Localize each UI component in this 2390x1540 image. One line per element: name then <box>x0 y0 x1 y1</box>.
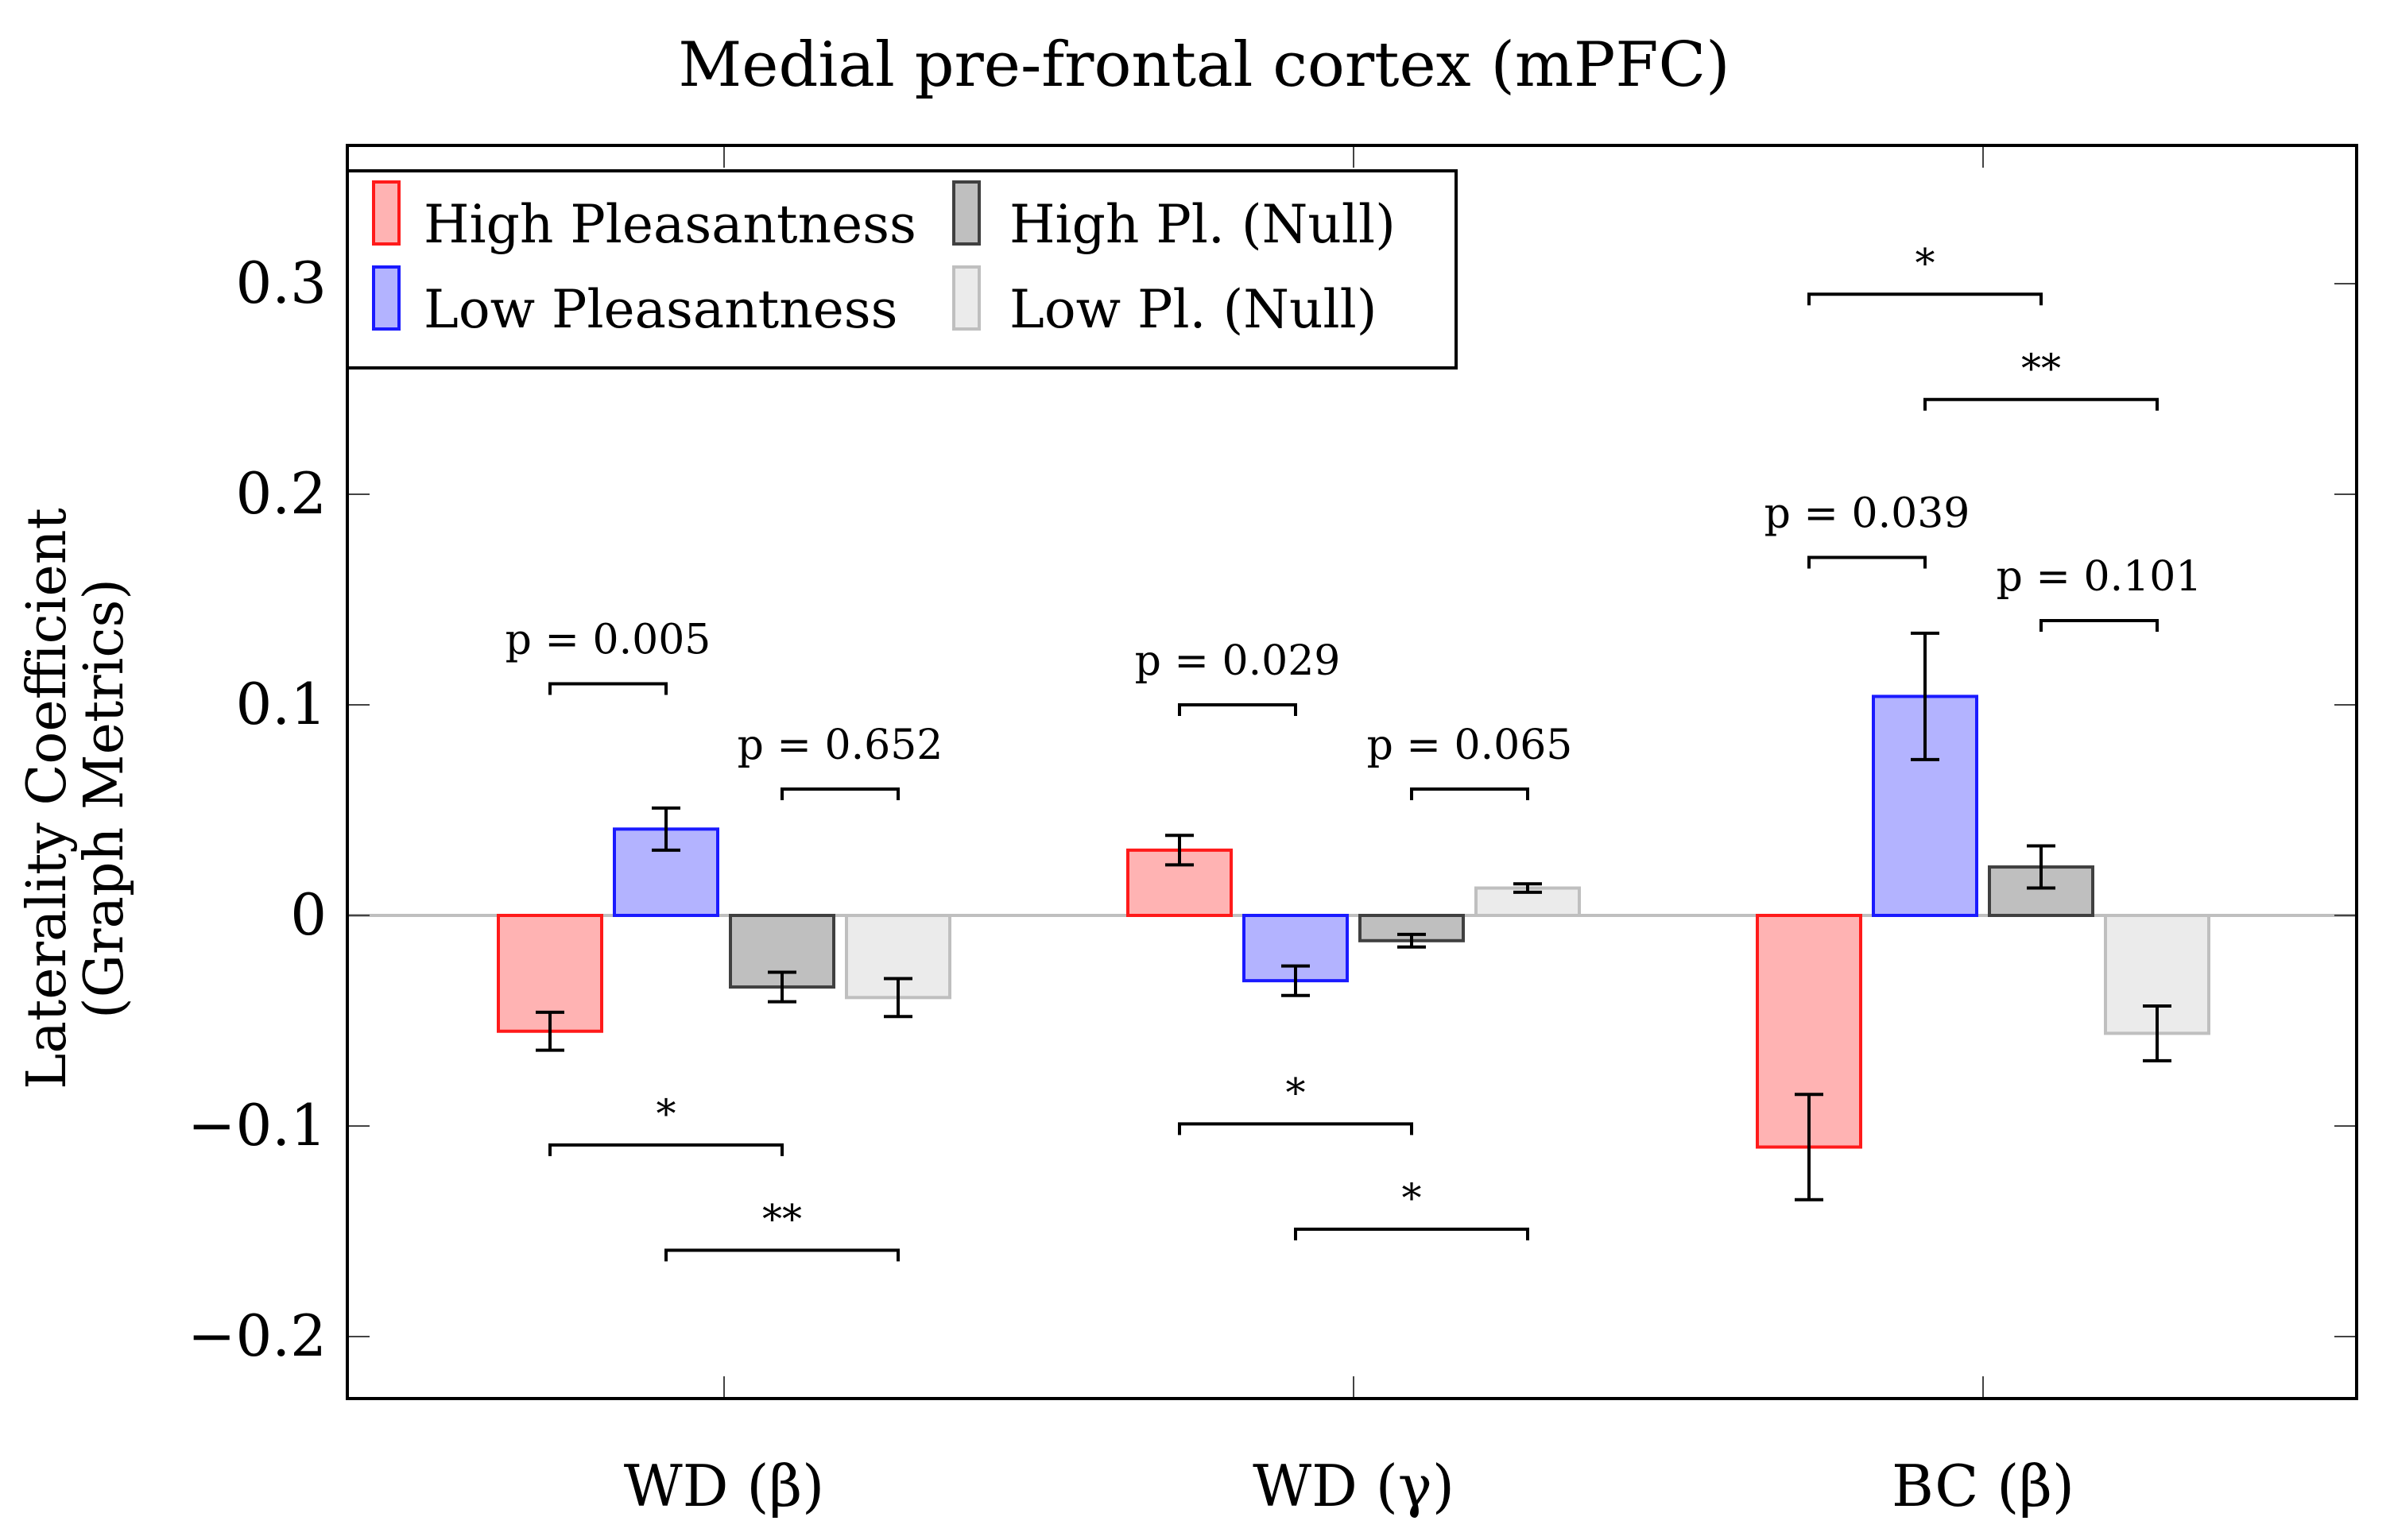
x-tick-label: WD (γ) <box>1253 1453 1455 1519</box>
y-axis-label-line-1: Laterality Coefficient <box>16 508 79 1089</box>
significance-bracket <box>1807 555 1927 569</box>
y-axis-label-line-2: (Graph Metrics) <box>73 578 136 1019</box>
legend-entry: Low Pl. (Null) <box>1009 279 1377 340</box>
legend-box <box>346 169 1458 370</box>
significance-label: p = 0.065 <box>1367 722 1573 769</box>
significance-label: * <box>1286 1070 1306 1116</box>
y-tick-label: −0.1 <box>188 1092 327 1159</box>
significance-label: ** <box>2021 346 2061 392</box>
significance-bracket <box>548 1143 784 1156</box>
y-tick-label: 0 <box>290 881 327 948</box>
legend-entry: High Pl. (Null) <box>1009 194 1396 255</box>
significance-bracket <box>1923 397 2159 411</box>
significance-bracket <box>1807 292 2043 306</box>
significance-bracket <box>1294 1227 1529 1240</box>
plot-frame <box>346 144 2358 1400</box>
y-tick-label: 0.2 <box>235 460 327 527</box>
y-tick-label: 0.1 <box>235 671 327 737</box>
plot-area: −0.2 −0.1 0 0.1 0.2 0.3 WD (β) WD (γ) BC (β) p = … <box>188 144 2358 1519</box>
legend: High Pleasantness High Pl. (Null) Low Plea… <box>346 169 1458 370</box>
legend-entry: Low Pleasantness <box>424 279 898 340</box>
significance-bracket <box>1410 787 1529 800</box>
y-tick-label: 0.3 <box>235 250 327 316</box>
legend-swatch <box>952 265 981 331</box>
legend-swatch <box>372 180 401 246</box>
significance-label: p = 0.039 <box>1764 490 1970 538</box>
significance-label: ** <box>762 1196 802 1242</box>
significance-bracket <box>2039 619 2159 632</box>
significance-label: p = 0.101 <box>1997 553 2202 601</box>
significance-bracket <box>1178 1122 1413 1136</box>
significance-label: * <box>1402 1175 1422 1221</box>
chart-title: Medial pre-frontal cortex (mPFC) <box>678 29 1730 101</box>
y-axis-label: Laterality Coefficient (Graph Metrics) <box>16 508 136 1089</box>
y-tick-label: −0.2 <box>188 1302 327 1369</box>
x-tick-label: BC (β) <box>1892 1453 2074 1519</box>
significance-label: * <box>1915 240 1935 286</box>
legend-entry: High Pleasantness <box>424 194 916 255</box>
legend-swatch <box>372 265 401 331</box>
significance-label: p = 0.005 <box>506 617 711 664</box>
significance-bracket <box>781 787 900 800</box>
significance-bracket <box>664 1248 900 1262</box>
significance-label: p = 0.029 <box>1135 637 1341 685</box>
x-tick-label: WD (β) <box>624 1453 824 1519</box>
significance-label: * <box>657 1091 676 1137</box>
legend-swatch <box>952 180 981 246</box>
significance-label: p = 0.652 <box>738 722 943 769</box>
significance-bracket <box>1178 703 1297 716</box>
significance-bracket <box>548 682 668 695</box>
